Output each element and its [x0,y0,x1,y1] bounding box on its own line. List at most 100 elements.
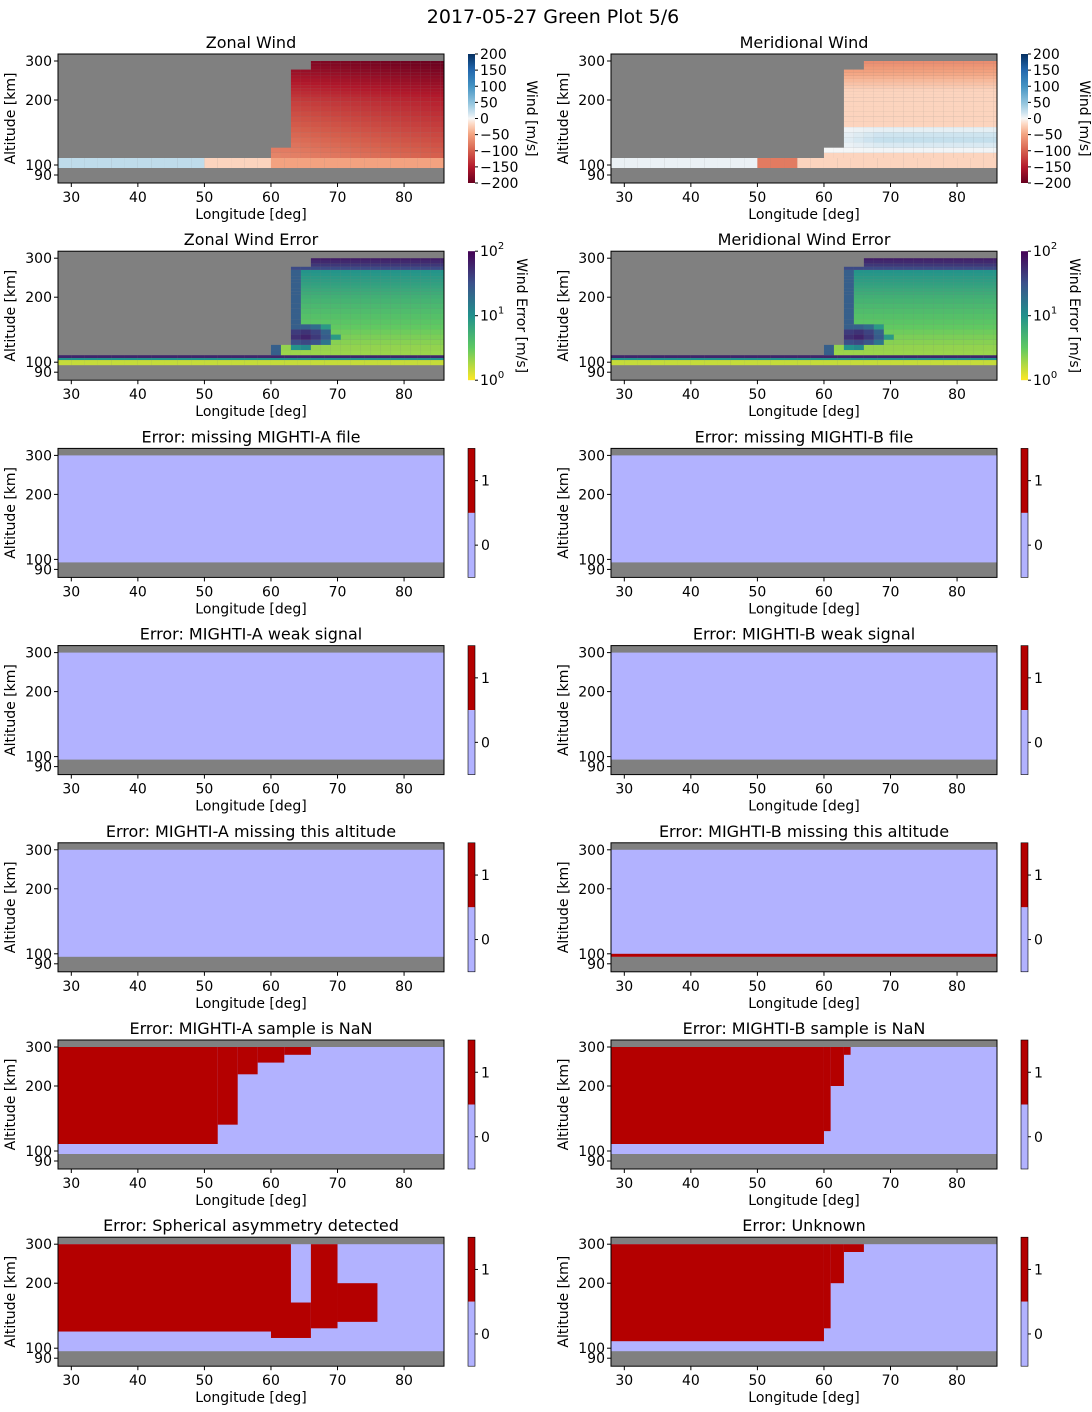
x-tick-label: 60 [815,782,833,798]
data-cell [957,158,971,168]
data-cell [360,350,371,356]
data-cell [360,266,371,270]
data-cell [420,282,431,286]
data-cell [340,94,351,98]
data-cell [320,329,331,335]
data-cell [983,127,994,133]
data-cell [71,358,85,361]
data-cell [370,334,381,340]
data-cell [390,85,401,89]
data-cell [430,78,441,83]
data-cell [430,294,441,299]
data-cell [420,85,431,89]
data-cell [933,152,944,158]
data-cell [993,294,997,299]
data-cell [440,288,444,292]
data-cell [390,121,401,128]
colorbar-flag-zero [468,710,475,775]
data-cell [943,66,954,70]
data-cell [863,116,874,122]
data-cell [873,285,884,289]
data-cell [440,78,444,83]
data-cell [400,298,411,304]
data-cell [380,258,391,261]
data-cell [300,291,311,295]
data-cell [883,88,894,92]
data-cell [993,101,997,107]
data-cell [440,61,444,64]
x-tick-label: 50 [195,979,213,995]
data-cell [983,63,994,67]
data-cell [933,279,944,283]
data-cell [923,61,934,64]
data-cell [400,63,411,67]
data-cell [973,260,984,264]
data-cell [923,91,934,95]
data-cell [983,97,994,102]
data-cell [973,127,984,133]
colorbar-tick-label: 100 [480,79,507,95]
data-cell [320,319,331,325]
data-cell [933,78,944,83]
data-cell [913,142,924,148]
data-cell [420,276,431,280]
data-cell [340,313,351,320]
data-cell [390,294,401,299]
data-cell [430,350,441,356]
data-cell [953,344,964,351]
data-cell [853,266,864,270]
data-cell [350,291,361,295]
data-cell [380,137,391,143]
data-cell [923,339,934,345]
x-tick-label: 60 [262,190,280,206]
data-cell [350,127,361,133]
data-cell [893,142,904,148]
data-cell [923,78,934,83]
data-cell [873,298,884,304]
data-cell [430,313,441,320]
data-cell [430,298,441,304]
data-cell [903,66,914,70]
data-cell [963,132,974,138]
data-cell [883,116,894,122]
data-cell [320,91,331,95]
data-cell [440,279,444,283]
colorbar-tick-label: 1 [1034,1065,1043,1081]
data-cell [380,132,391,138]
x-tick-label: 50 [195,190,213,206]
data-cell [350,116,361,122]
data-cell [963,266,974,270]
data-cell [913,313,924,320]
data-cell [933,97,944,102]
data-cell [953,97,964,102]
data-cell [290,298,301,304]
data-cell [933,319,944,325]
data-cell [290,350,301,356]
x-tick-label: 60 [815,979,833,995]
data-cell [360,85,371,89]
data-cell [963,269,974,274]
data-cell [390,61,401,64]
data-cell [873,88,884,92]
data-cell [843,294,854,299]
data-cell [993,308,997,314]
plot-frame [610,250,998,381]
data-cell [270,350,281,356]
data-cell [340,319,351,325]
data-cell [983,61,994,64]
y-tick-label: 200 [578,1079,605,1095]
data-cell [913,121,924,128]
data-cell [310,285,321,289]
data-cell [973,258,984,261]
data-cell [883,294,894,299]
data-cell [853,116,864,122]
data-cell [380,63,391,67]
data-cell [360,329,371,335]
data-cell [893,313,904,320]
data-cell [883,258,894,261]
data-cell [770,360,785,366]
data-cell [390,63,401,67]
data-cell [290,334,301,340]
data-cell [340,66,351,70]
